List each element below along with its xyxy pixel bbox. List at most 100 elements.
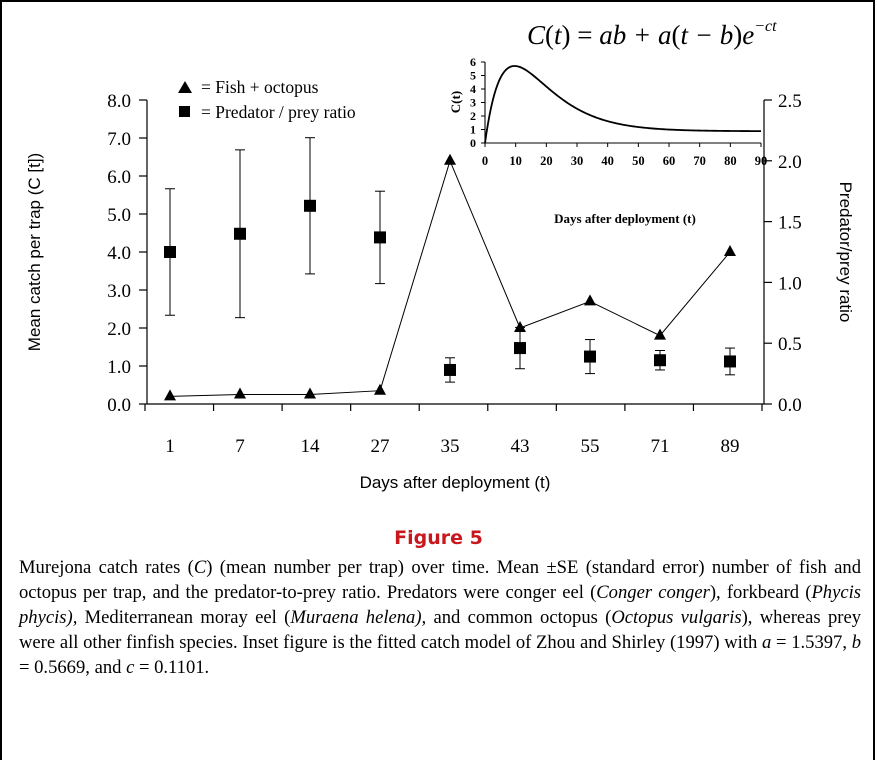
x-tick-label: 14 [301,436,321,457]
figure-title: Figure 5 [394,527,483,549]
caption-text: Mediterranean moray eel ( [77,607,291,628]
caption-text: ), forkbeard ( [709,582,812,603]
x-ticks: 1 7 14 27 35 43 55 71 89 [144,404,763,457]
caption-text: Murejona catch rates ( [19,557,194,578]
caption-text: ), whereas prey were all other finfish s… [19,607,862,653]
inset-x-tick-label: 10 [509,154,522,168]
caption-italic: Muraena helena), [290,607,427,628]
eq-e: e [742,20,754,50]
inset-x-tick-label: 80 [724,154,737,168]
left-y-ticks: 0.0 1.0 2.0 3.0 4.0 5.0 6.0 7.0 8.0 [107,91,147,416]
eq-close-paren: ) = [562,20,600,50]
left-y-axis-label: Mean catch per trap (C [t]) [25,153,44,351]
caption-italic: c [126,657,135,678]
ratio-point [374,231,386,244]
caption-italic: Phycis phycis), [19,582,861,628]
figure-chart: 0.0 1.0 2.0 3.0 4.0 5.0 6.0 7.0 8.0 0.0 0.5 1.0 1.5… [25,18,855,492]
eq-rhs2: t − b [680,20,733,50]
inset-x-tick-label: 20 [540,154,553,168]
legend: = Fish + octopus = Predator / prey ratio [178,77,356,122]
caption-text: = 1.5397, [771,632,852,653]
x-tick-label: 71 [651,436,670,457]
legend-fish-label: = Fish + octopus [201,77,319,97]
fish-octopus-point [164,389,176,401]
left-y-tick-label: 1.0 [107,357,131,378]
eq-exponent: −ct [754,18,777,35]
legend-triangle-marker [178,81,192,93]
fish-octopus-point [304,387,316,399]
inset-x-tick-label: 30 [571,154,584,168]
right-y-tick-label: 2.0 [778,152,802,173]
fish-octopus-point [444,153,456,165]
ratio-point [514,342,526,355]
x-tick-label: 1 [165,436,175,457]
inset-y-tick-label: 0 [470,136,476,150]
eq-open-paren-2: ( [671,20,680,50]
inset-y-tick-label: 5 [470,69,476,83]
inset-x-tick-label: 0 [482,154,488,168]
inset-x-ticks: 0 10 20 30 40 50 60 70 80 90 [482,143,767,168]
figure-caption: Murejona catch rates (C) (mean number pe… [19,555,861,680]
inset-x-tick-label: 50 [632,154,645,168]
legend-ratio-label: = Predator / prey ratio [201,102,356,122]
x-tick-label: 35 [441,436,460,457]
inset-model-curve [484,65,761,144]
eq-open-paren: ( [545,20,554,50]
inset-y-tick-label: 3 [470,96,476,110]
left-y-tick-label: 5.0 [107,205,131,226]
fish-octopus-point [374,383,386,395]
caption-text: ) (mean number per trap) over time. Mean… [19,557,861,603]
inset-y-tick-label: 2 [470,109,476,123]
x-tick-label: 55 [581,436,600,457]
x-tick-label: 89 [721,436,740,457]
inset-y-tick-label: 1 [470,123,476,137]
left-y-tick-label: 2.0 [107,319,131,340]
ratio-point [654,354,666,367]
right-y-tick-label: 1.0 [778,273,802,294]
caption-text: = 0.5669, and [19,657,127,678]
caption-italic: b [851,632,861,653]
inset-x-tick-label: 70 [693,154,706,168]
ratio-point [444,363,456,376]
left-y-tick-label: 4.0 [107,243,131,264]
ratio-point [164,246,176,258]
markers [164,153,736,401]
right-y-tick-label: 0.5 [778,334,802,355]
left-y-tick-label: 0.0 [107,395,131,416]
fish-octopus-point [234,387,246,399]
fish-octopus-point [584,294,596,306]
inset-y-axis-label: C(t) [448,91,463,113]
right-y-axis-label: Predator/prey ratio [836,182,855,323]
x-tick-label: 27 [371,436,390,457]
legend-square-marker [179,106,190,117]
x-axis-label: Days after deployment (t) [360,473,551,492]
eq-close-paren-2: ) [733,20,742,50]
ratio-point [724,355,736,368]
caption-italic: Conger conger [596,582,710,603]
error-bars [165,137,735,383]
left-y-axis-label-text: Mean catch per trap (C [t]) [25,153,44,351]
right-y-tick-label: 0.0 [778,395,802,416]
eq-lhs: C [527,20,546,50]
left-y-tick-label: 7.0 [107,129,131,150]
inset-x-tick-label: 60 [663,154,676,168]
x-tick-label: 7 [235,436,245,457]
inset-equation: C(t) = ab + a(t − b)e−ct [527,18,777,50]
caption-italic: a [762,632,772,653]
inset-y-tick-label: 4 [470,82,476,96]
eq-t: t [554,20,563,50]
left-y-tick-label: 8.0 [107,91,131,112]
inset-x-tick-label: 40 [601,154,614,168]
x-tick-label: 43 [511,436,530,457]
right-y-tick-label: 1.5 [778,213,802,234]
inset-x-axis-label: Days after deployment (t) [554,211,696,226]
ratio-point [584,350,596,363]
caption-text: = 0.1101. [134,657,210,678]
right-y-tick-label: 2.5 [778,91,802,112]
eq-rhs1: ab + a [599,20,671,50]
ratio-point [304,199,316,212]
caption-italic: C [193,557,207,578]
inset-y-tick-label: 6 [470,55,476,69]
